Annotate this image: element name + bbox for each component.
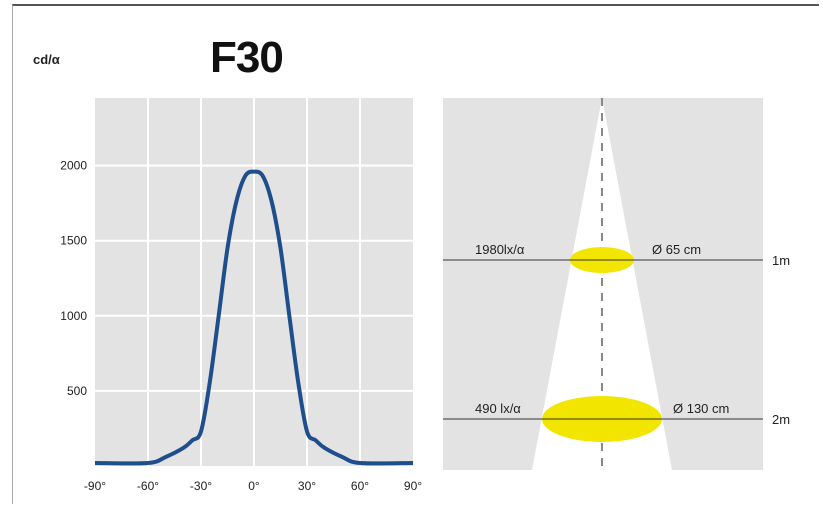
- illuminance-label: 490 lx/α: [475, 401, 521, 416]
- chart-title: F30: [210, 33, 284, 82]
- distance-label: 1m: [772, 253, 790, 268]
- beam-diagram: 1980lx/α Ø 65 cm 1m 490 lx/α Ø 130 cm 2m: [443, 98, 790, 470]
- x-tick-label: -90°: [84, 479, 106, 493]
- diameter-label: Ø 130 cm: [673, 401, 729, 416]
- intensity-curve: [94, 169, 414, 466]
- x-tick-label: 30°: [298, 479, 316, 493]
- illuminance-label: 1980lx/α: [475, 242, 525, 257]
- y-tick-label: 2000: [60, 159, 87, 173]
- x-tick-label: -30°: [190, 479, 212, 493]
- x-tick-label: 60°: [351, 479, 369, 493]
- y-tick-label: 1500: [60, 234, 87, 248]
- y-tick-label: 500: [67, 384, 87, 398]
- unit-label: cd/α: [33, 52, 60, 67]
- chart-frame: [12, 4, 819, 504]
- y-tick-label: 1000: [60, 309, 87, 323]
- diameter-label: Ø 65 cm: [652, 242, 701, 257]
- x-tick-label: 90°: [404, 479, 422, 493]
- light-intensity-plot: -90° -60° -30° 0° 30° 60° 90° 500 1000 1500 2000: [60, 98, 422, 493]
- distance-label: 2m: [772, 412, 790, 427]
- x-tick-label: 0°: [248, 479, 260, 493]
- x-tick-label: -60°: [137, 479, 159, 493]
